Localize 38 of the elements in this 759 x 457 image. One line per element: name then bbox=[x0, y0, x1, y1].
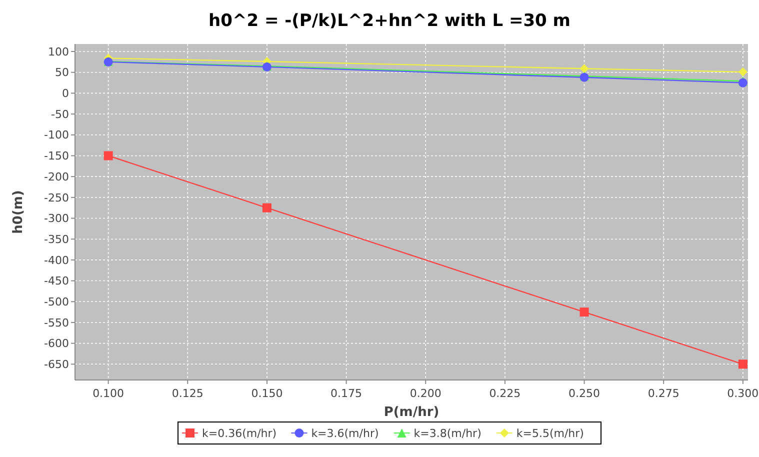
y-tick-label: -350 bbox=[44, 232, 69, 246]
y-tick-label: -400 bbox=[44, 254, 69, 267]
x-tick-label: 0.275 bbox=[648, 387, 680, 400]
x-tick-label: 0.250 bbox=[568, 387, 600, 400]
point bbox=[580, 64, 589, 74]
y-tick-label: -650 bbox=[44, 358, 69, 372]
chart-title: h0^2 = -(P/k)L^2+hn^2 with L =30 m bbox=[208, 11, 570, 31]
y-tick-label: -300 bbox=[44, 212, 69, 226]
y-tick-label: -250 bbox=[44, 191, 69, 204]
point bbox=[738, 360, 748, 369]
x-tick-label: 0.300 bbox=[727, 387, 759, 400]
y-tick-label: -600 bbox=[44, 337, 69, 350]
y-tick-label: -550 bbox=[44, 316, 69, 330]
legend-label: k=5.5(m/hr) bbox=[516, 426, 584, 440]
y-tick-label: -50 bbox=[51, 108, 69, 121]
x-tick-label: 0.125 bbox=[172, 387, 204, 400]
point bbox=[104, 151, 113, 160]
y-axis-title: h0(m) bbox=[11, 190, 26, 234]
y-tick-label: -450 bbox=[44, 274, 69, 288]
x-tick-label: 0.175 bbox=[330, 387, 362, 400]
point bbox=[580, 308, 589, 317]
x-tick-label: 0.150 bbox=[251, 387, 283, 400]
x-tick-label: 0.225 bbox=[489, 387, 521, 400]
y-tick-label: 100 bbox=[48, 45, 69, 58]
y-tick-label: -150 bbox=[44, 150, 69, 163]
legend-label: k=0.36(m/hr) bbox=[202, 426, 277, 440]
y-tick-label: -200 bbox=[44, 170, 69, 184]
y-tick-label: 50 bbox=[55, 66, 69, 80]
point bbox=[738, 67, 748, 76]
x-axis-title: P(m/hr) bbox=[384, 405, 440, 420]
x-tick-label: 0.100 bbox=[92, 387, 124, 400]
legend-label: k=3.6(m/hr) bbox=[311, 426, 379, 440]
legend-label: k=3.8(m/hr) bbox=[414, 426, 482, 440]
point bbox=[262, 203, 272, 212]
y-tick-label: -100 bbox=[44, 128, 69, 142]
y-tick-label: -500 bbox=[44, 295, 69, 308]
x-tick-label: 0.200 bbox=[410, 387, 442, 400]
y-tick-label: 0 bbox=[62, 87, 69, 100]
